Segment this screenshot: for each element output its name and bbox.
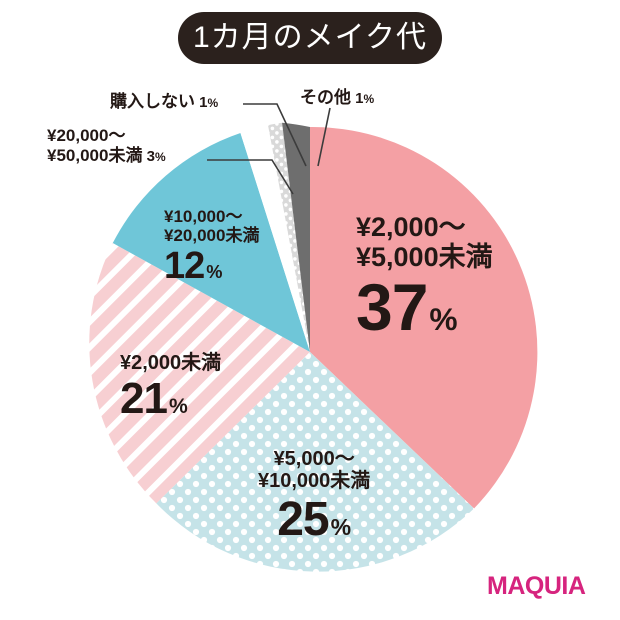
slice-label-yen2000-5000: ¥2,000〜 ¥5,000未満 37%: [356, 212, 493, 340]
slice-unit-yen5000-10000: %: [330, 513, 352, 540]
slice-label-yen2000-5000-line1: ¥2,000〜: [356, 212, 466, 242]
brand-logo: MAQUIA: [487, 572, 586, 600]
slice-value-under2000: 21: [120, 374, 168, 424]
slice-unit-yen10000-20000: %: [206, 261, 223, 283]
leader-line-none: [243, 103, 307, 167]
page-title: 1カ月のメイク代: [192, 21, 428, 54]
slice-label-yen10000-20000-line2: ¥20,000未満: [164, 226, 260, 246]
callout-other: その他 1%: [300, 88, 374, 108]
callout-yen20000-50000-value: 3: [146, 148, 155, 166]
slice-under2000[interactable]: [89, 243, 311, 504]
callout-none: 購入しない 1%: [110, 92, 218, 112]
callout-other-value: 1: [355, 90, 364, 107]
slice-value-yen2000-5000: 37: [356, 270, 428, 345]
slice-label-yen10000-20000: ¥10,000〜 ¥20,000未満 12%: [164, 207, 259, 285]
chart-title-pill: 1カ月のメイク代: [178, 12, 442, 64]
pie-slices: [89, 122, 538, 572]
slice-label-yen5000-10000-line1: ¥5,000〜: [273, 448, 355, 470]
callout-none-value: 1: [199, 94, 208, 111]
slice-label-yen10000-20000-line1: ¥10,000〜: [164, 207, 243, 226]
callout-yen20000-50000-line2: ¥50,000未満: [47, 146, 143, 166]
slice-unit-under2000: %: [168, 395, 188, 419]
slice-label-under2000: ¥2,000未満 21%: [120, 352, 221, 421]
slice-value-yen10000-20000: 12: [164, 245, 205, 288]
slice-yen5000-10000[interactable]: [156, 352, 475, 572]
slice-value-yen5000-10000: 25: [277, 492, 329, 546]
slice-yen10000-20000[interactable]: [112, 132, 311, 352]
leader-line-yen20000-50000: [207, 159, 294, 195]
callout-other-label: その他: [300, 88, 351, 107]
slice-label-yen2000-5000-line2: ¥5,000未満: [356, 242, 493, 273]
slice-other[interactable]: [282, 122, 310, 352]
callout-other-unit: %: [363, 92, 375, 106]
callout-yen20000-50000: ¥20,000〜 ¥50,000未満 3%: [47, 126, 166, 166]
slice-yen2000-5000[interactable]: [310, 126, 538, 509]
slice-label-yen5000-10000: ¥5,000〜 ¥10,000未満 25%: [258, 448, 370, 544]
callout-none-unit: %: [207, 96, 219, 110]
callout-yen20000-50000-unit: %: [154, 150, 166, 165]
leader-line-other: [317, 107, 331, 167]
callout-none-label: 購入しない: [110, 92, 195, 111]
callout-yen20000-50000-line1: ¥20,000〜: [47, 126, 126, 145]
slice-yen20000-50000[interactable]: [240, 125, 310, 352]
slice-label-yen5000-10000-line2: ¥10,000未満: [258, 470, 371, 493]
slice-unit-yen2000-5000: %: [429, 301, 458, 338]
slice-label-under2000-name: ¥2,000未満: [120, 352, 222, 374]
slice-none[interactable]: [268, 122, 310, 352]
leader-lines: [207, 103, 331, 195]
